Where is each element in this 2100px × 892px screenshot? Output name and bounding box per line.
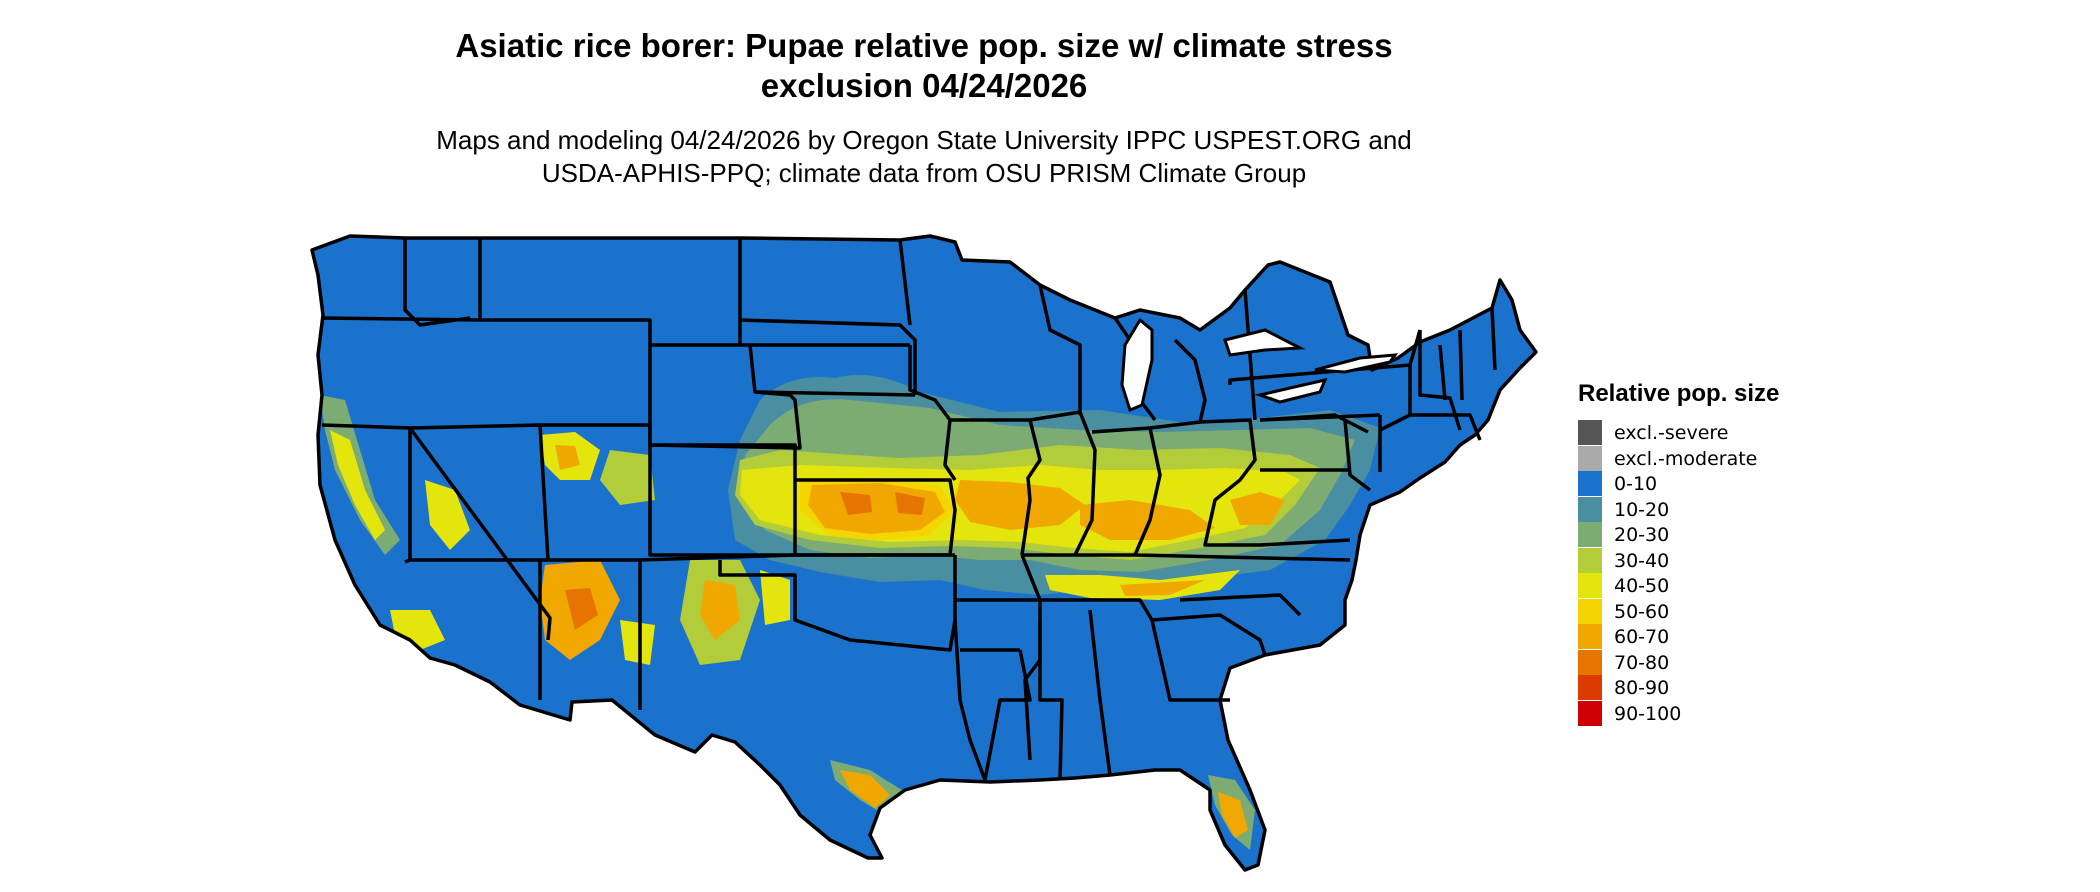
legend-swatch: [1578, 573, 1602, 598]
gulf-and-florida-patches: [830, 760, 1255, 850]
legend-swatch: [1578, 496, 1602, 522]
legend-label: 70-80: [1614, 651, 1670, 674]
legend-swatch: [1578, 547, 1602, 573]
map-subtitle-line-2: USDA-APHIS-PPQ; climate data from OSU PR…: [541, 158, 1307, 188]
map-subtitle-line-1: Maps and modeling 04/24/2026 by Oregon S…: [436, 125, 1412, 155]
legend-swatch: [1578, 675, 1602, 700]
legend-label: 10-20: [1614, 498, 1670, 521]
legend-swatch: [1578, 649, 1602, 675]
legend-label: 0-10: [1614, 473, 1658, 495]
legend-label: 80-90: [1614, 677, 1670, 699]
legend-label: 40-50: [1614, 575, 1670, 597]
legend-swatch: [1578, 445, 1602, 471]
legend-label: 30-40: [1614, 549, 1670, 572]
legend-swatch: [1578, 700, 1602, 726]
map-title-line-1: Asiatic rice borer: Pupae relative pop. …: [455, 27, 1393, 64]
legend-swatch: [1578, 598, 1602, 624]
legend-label: 20-30: [1614, 524, 1670, 546]
map-legend: Relative pop. size excl.-severe excl.-mod…: [1578, 380, 1878, 760]
legend-swatch: [1578, 624, 1602, 649]
legend-swatch: [1578, 471, 1602, 496]
legend-label: 90-100: [1614, 702, 1682, 725]
map-title-line-2: exclusion 04/24/2026: [760, 67, 1088, 104]
legend-swatch: [1578, 420, 1602, 445]
us-relative-population-map: [310, 234, 1538, 872]
state-boundaries: [310, 234, 1538, 872]
legend-swatch: [1578, 522, 1602, 547]
legend-title: Relative pop. size: [1578, 380, 1780, 407]
southwest-mountain-patches: [320, 395, 790, 665]
legend-label: excl.-severe: [1614, 422, 1729, 444]
great-lakes: [1120, 317, 1399, 413]
central-suitability-band: [728, 375, 1380, 600]
legend-label: 60-70: [1614, 626, 1670, 648]
legend-label: 50-60: [1614, 600, 1670, 623]
legend-label: excl.-moderate: [1614, 447, 1758, 470]
